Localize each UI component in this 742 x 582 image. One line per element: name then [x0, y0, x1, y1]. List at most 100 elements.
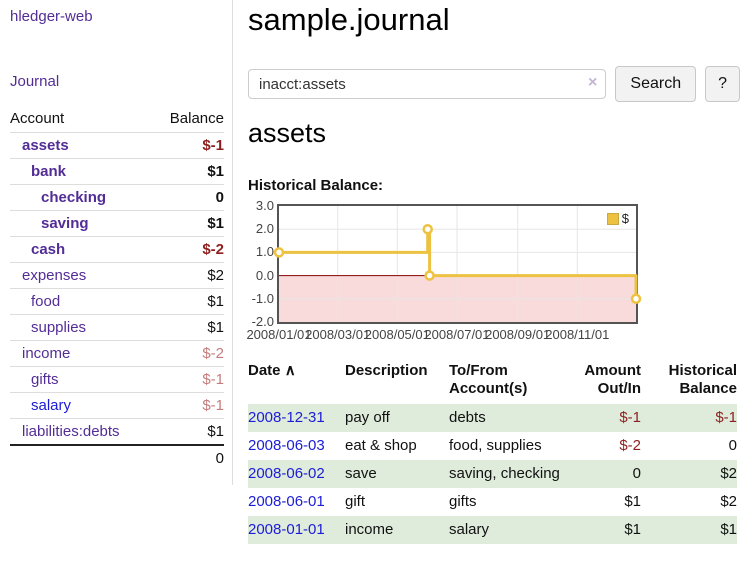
register-row[interactable]: 2008-01-01 income salary $1 $1: [248, 516, 737, 544]
search-input-wrap: ×: [248, 69, 607, 99]
account-link[interactable]: gifts: [31, 371, 59, 388]
accounts-total-value: 0: [215, 450, 224, 467]
account-link[interactable]: salary: [31, 397, 72, 414]
register-date-link[interactable]: 2008-01-01: [248, 521, 325, 538]
account-row: gifts $-1: [10, 366, 224, 392]
register-col-to-from-account-s-[interactable]: To/From Account(s): [449, 362, 528, 397]
register-row[interactable]: 2008-06-02 save saving, checking 0 $2: [248, 460, 737, 488]
account-link[interactable]: income: [22, 345, 71, 362]
register-description: save: [345, 465, 377, 482]
search-bar: × Search ?: [248, 66, 740, 102]
y-tick-label: 3.0: [255, 198, 274, 213]
register-balance: $2: [720, 465, 737, 482]
account-balance: $1: [207, 163, 224, 180]
account-row: checking 0: [10, 184, 224, 210]
account-balance: $-1: [202, 371, 224, 388]
accounts-rows: assets $-1 bank $1 checking 0 saving $1 cash $-2 e…: [10, 132, 224, 444]
register-row[interactable]: 2008-06-03 eat & shop food, supplies $-2 0: [248, 432, 737, 460]
account-link[interactable]: assets: [22, 137, 69, 154]
register-col-description[interactable]: Description: [345, 362, 428, 379]
page-title: sample.journal: [248, 2, 450, 37]
legend-label: $: [621, 211, 629, 226]
account-balance: $-2: [202, 345, 224, 362]
chart-legend: $: [604, 210, 631, 227]
account-link[interactable]: liabilities:debts: [22, 423, 120, 440]
legend-swatch-icon: [606, 212, 619, 225]
y-tick-label: -1.0: [251, 290, 274, 306]
account-row: income $-2: [10, 340, 224, 366]
register-description: eat & shop: [345, 437, 417, 454]
register-header-row: Date ∧ Description To/From Account(s) Amoun…: [248, 358, 737, 404]
register-date-link[interactable]: 2008-12-31: [248, 409, 325, 426]
account-balance: $1: [207, 215, 224, 232]
register-balance: $2: [720, 493, 737, 510]
register-balance: 0: [728, 437, 737, 454]
register-description: pay off: [345, 409, 390, 426]
register-accounts: debts: [449, 409, 486, 426]
search-input[interactable]: [248, 69, 607, 99]
account-balance: $1: [207, 319, 224, 336]
account-link[interactable]: saving: [41, 215, 89, 232]
y-tick-label: 2.0: [255, 221, 274, 237]
register-table: Date ∧ Description To/From Account(s) Amoun…: [248, 358, 737, 544]
register-row[interactable]: 2008-12-31 pay off debts $-1 $-1: [248, 404, 737, 432]
register-col-amount-out-in[interactable]: Amount Out/In: [584, 362, 641, 397]
chart-plot-area[interactable]: $: [273, 204, 642, 324]
account-row: bank $1: [10, 158, 224, 184]
sidebar-item-journal[interactable]: Journal: [10, 73, 60, 90]
register-description: income: [345, 521, 394, 538]
accounts-col-account: Account: [10, 110, 65, 127]
chart-canvas: [273, 206, 642, 322]
account-link[interactable]: bank: [31, 163, 67, 180]
register-col-historical-balance[interactable]: Historical Balance: [668, 362, 737, 397]
x-tick-label: 2008/01/01: [246, 327, 312, 342]
account-balance: $-1: [202, 137, 224, 154]
main-pane: sample.journal × Search ? assets Histori…: [246, 0, 742, 582]
account-row: supplies $1: [10, 314, 224, 340]
register-amount: $-2: [619, 437, 641, 454]
register-balance: $-1: [715, 409, 737, 426]
search-button[interactable]: Search: [615, 66, 697, 102]
register-balance: $1: [720, 521, 737, 538]
register-date-link[interactable]: 2008-06-02: [248, 465, 325, 482]
register-col-date[interactable]: Date ∧: [248, 362, 296, 379]
register-amount: $1: [624, 493, 641, 510]
chart-title: Historical Balance:: [248, 177, 384, 194]
clear-search-icon[interactable]: ×: [588, 74, 598, 91]
account-row: cash $-2: [10, 236, 224, 262]
x-tick-label: 2008/09/01: [485, 327, 551, 342]
accounts-col-balance: Balance: [169, 110, 224, 127]
accounts-table: Account Balance assets $-1 bank $1 checking 0…: [10, 106, 224, 471]
help-button[interactable]: ?: [705, 66, 740, 102]
historical-balance-chart: $ 3.0 2.0 1.0 0.0 -1.0 -2.0 2008/01/01 2008/03/…: [246, 198, 742, 348]
accounts-table-header: Account Balance: [10, 106, 224, 132]
x-tick-label: 2008/05/01: [364, 327, 430, 342]
account-row: liabilities:debts $1: [10, 418, 224, 444]
register-date-link[interactable]: 2008-06-03: [248, 437, 325, 454]
account-link[interactable]: supplies: [31, 319, 87, 336]
account-link[interactable]: checking: [41, 189, 107, 206]
account-row: food $1: [10, 288, 224, 314]
register-description: gift: [345, 493, 366, 510]
account-row: saving $1: [10, 210, 224, 236]
account-balance: 0: [215, 189, 224, 206]
y-tick-label: 1.0: [255, 244, 274, 260]
register-accounts: food, supplies: [449, 437, 542, 454]
app-brand-link[interactable]: hledger-web: [10, 8, 93, 25]
register-accounts: gifts: [449, 493, 477, 510]
account-heading: assets: [248, 118, 327, 148]
account-link[interactable]: food: [31, 293, 61, 310]
account-balance: $-1: [202, 397, 224, 414]
y-tick-label: 0.0: [255, 267, 274, 283]
account-balance: $1: [207, 423, 224, 440]
account-link[interactable]: expenses: [22, 267, 87, 284]
account-link[interactable]: cash: [31, 241, 66, 258]
register-amount: $-1: [619, 409, 641, 426]
register-accounts: salary: [449, 521, 490, 538]
account-row: expenses $2: [10, 262, 224, 288]
register-row[interactable]: 2008-06-01 gift gifts $1 $2: [248, 488, 737, 516]
register-date-link[interactable]: 2008-06-01: [248, 493, 325, 510]
account-row: assets $-1: [10, 132, 224, 158]
account-balance: $-2: [202, 241, 224, 258]
account-row: salary $-1: [10, 392, 224, 418]
